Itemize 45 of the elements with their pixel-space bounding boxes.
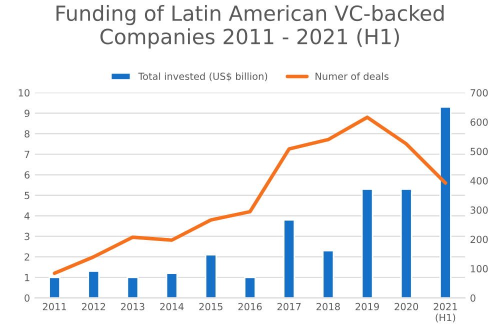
y-tick-label: 0 xyxy=(24,294,30,302)
x-tick-label: 2011 xyxy=(42,302,66,310)
bar xyxy=(48,276,61,298)
x-tick-label: 2020 xyxy=(394,302,418,310)
y2-tick-label: 300 xyxy=(470,206,488,214)
y2-tick-label: 500 xyxy=(470,148,488,156)
chart-title: Funding of Latin American VC-backed Companies 2011 - 2021 (H1) xyxy=(56,4,444,48)
x-tick-label: 2016 xyxy=(238,302,262,310)
y2-tick-label: 700 xyxy=(470,89,488,97)
y2-tick-label: 100 xyxy=(470,265,488,272)
x-tick-label: 2018 xyxy=(316,302,340,310)
y-tick-label: 5 xyxy=(24,192,30,200)
y-tick-label: 7 xyxy=(24,150,30,158)
bar xyxy=(244,276,256,298)
bar xyxy=(88,270,100,298)
bar xyxy=(439,106,452,298)
y-tick-label: 2 xyxy=(24,253,30,261)
y-tick-label: 6 xyxy=(24,171,30,179)
x-tick-label: 2013 xyxy=(121,302,144,310)
y-tick-label: 9 xyxy=(24,110,30,118)
bar xyxy=(361,188,374,298)
legend-label: Total invested (US$ billion) xyxy=(138,72,268,82)
bar xyxy=(126,276,139,298)
bar xyxy=(204,254,217,298)
y-tick-label: 1 xyxy=(25,274,30,282)
legend-label: Numer of deals xyxy=(316,72,388,80)
y-tick-label: 8 xyxy=(24,130,30,138)
bar xyxy=(400,188,412,298)
line-series xyxy=(52,116,448,276)
y2-tick-label: 600 xyxy=(470,118,488,126)
x-tick-label: 2021 (H1) xyxy=(434,302,457,322)
y-tick-label: 4 xyxy=(24,212,30,220)
x-tick-label: 2014 xyxy=(160,302,184,310)
x-tick-label: 2015 xyxy=(199,302,222,310)
bar xyxy=(166,272,178,298)
y-tick-label: 10 xyxy=(18,89,30,97)
bar xyxy=(283,219,296,298)
y2-tick-label: 200 xyxy=(470,236,488,244)
y2-tick-label: 400 xyxy=(470,177,488,184)
bar xyxy=(322,250,334,298)
x-tick-label: 2012 xyxy=(82,302,106,310)
x-tick-label: 2019 xyxy=(356,302,379,310)
y-tick-label: 3 xyxy=(24,232,30,240)
y2-tick-label: 0 xyxy=(470,294,476,302)
x-tick-label: 2017 xyxy=(277,302,301,310)
